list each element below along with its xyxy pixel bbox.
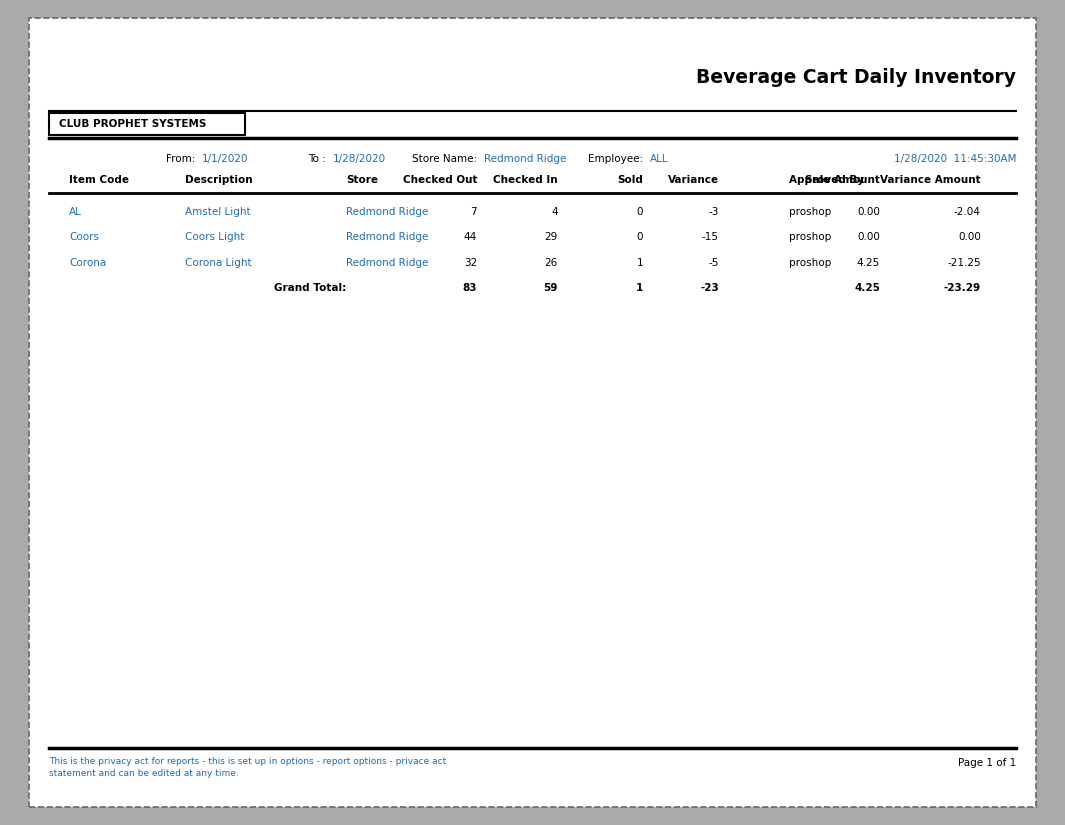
Text: 0: 0 bbox=[637, 233, 643, 243]
Text: 0.00: 0.00 bbox=[857, 207, 880, 217]
Text: ALL: ALL bbox=[651, 153, 669, 163]
Text: Store Name:: Store Name: bbox=[412, 153, 477, 163]
Text: Page 1 of 1: Page 1 of 1 bbox=[957, 758, 1016, 768]
Text: 0: 0 bbox=[637, 207, 643, 217]
Text: Amstel Light: Amstel Light bbox=[185, 207, 250, 217]
Text: Sale Amount: Sale Amount bbox=[805, 175, 880, 185]
Text: 44: 44 bbox=[464, 233, 477, 243]
Text: Redmond Ridge: Redmond Ridge bbox=[346, 233, 428, 243]
Text: 4.25: 4.25 bbox=[857, 257, 880, 267]
Text: 83: 83 bbox=[462, 283, 477, 293]
Text: 1/28/2020  11:45:30AM: 1/28/2020 11:45:30AM bbox=[894, 153, 1016, 163]
Text: Redmond Ridge: Redmond Ridge bbox=[346, 207, 428, 217]
Text: 32: 32 bbox=[464, 257, 477, 267]
Text: Variance: Variance bbox=[668, 175, 719, 185]
Text: -2.04: -2.04 bbox=[954, 207, 981, 217]
Text: 4: 4 bbox=[551, 207, 558, 217]
Text: -5: -5 bbox=[708, 257, 719, 267]
Text: -21.25: -21.25 bbox=[947, 257, 981, 267]
Text: To :: To : bbox=[308, 153, 326, 163]
Text: 0.00: 0.00 bbox=[857, 233, 880, 243]
Text: Sold: Sold bbox=[618, 175, 643, 185]
Text: Redmond Ridge: Redmond Ridge bbox=[346, 257, 428, 267]
Text: Description: Description bbox=[185, 175, 252, 185]
Text: 59: 59 bbox=[543, 283, 558, 293]
Text: Checked In: Checked In bbox=[493, 175, 558, 185]
Text: 1: 1 bbox=[636, 283, 643, 293]
FancyBboxPatch shape bbox=[29, 18, 1036, 807]
Text: From:: From: bbox=[166, 153, 195, 163]
Text: statement and can be edited at any time.: statement and can be edited at any time. bbox=[49, 769, 239, 778]
Text: Grand Total:: Grand Total: bbox=[274, 283, 346, 293]
Text: -15: -15 bbox=[702, 233, 719, 243]
Text: Beverage Cart Daily Inventory: Beverage Cart Daily Inventory bbox=[697, 68, 1016, 87]
Text: -3: -3 bbox=[708, 207, 719, 217]
Text: Coors: Coors bbox=[69, 233, 99, 243]
Text: Corona: Corona bbox=[69, 257, 107, 267]
Text: Checked Out: Checked Out bbox=[403, 175, 477, 185]
Text: 1/28/2020: 1/28/2020 bbox=[333, 153, 387, 163]
Text: Store: Store bbox=[346, 175, 378, 185]
Text: Redmond Ridge: Redmond Ridge bbox=[485, 153, 567, 163]
Text: proshop: proshop bbox=[789, 207, 832, 217]
FancyBboxPatch shape bbox=[49, 113, 245, 134]
Text: Approved By: Approved By bbox=[789, 175, 865, 185]
Text: 1/1/2020: 1/1/2020 bbox=[202, 153, 248, 163]
Text: Variance Amount: Variance Amount bbox=[880, 175, 981, 185]
Text: This is the privacy act for reports - this is set up in options - report options: This is the privacy act for reports - th… bbox=[49, 757, 446, 766]
Text: Employee:: Employee: bbox=[588, 153, 643, 163]
Text: CLUB PROPHET SYSTEMS: CLUB PROPHET SYSTEMS bbox=[59, 119, 207, 129]
Text: 4.25: 4.25 bbox=[854, 283, 880, 293]
Text: Corona Light: Corona Light bbox=[185, 257, 251, 267]
Text: Item Code: Item Code bbox=[69, 175, 129, 185]
Text: proshop: proshop bbox=[789, 257, 832, 267]
Text: -23: -23 bbox=[700, 283, 719, 293]
Text: 1: 1 bbox=[637, 257, 643, 267]
Text: proshop: proshop bbox=[789, 233, 832, 243]
Text: Coors Light: Coors Light bbox=[185, 233, 244, 243]
Text: 26: 26 bbox=[544, 257, 558, 267]
Text: 0.00: 0.00 bbox=[957, 233, 981, 243]
Text: 7: 7 bbox=[471, 207, 477, 217]
Text: -23.29: -23.29 bbox=[944, 283, 981, 293]
Text: AL: AL bbox=[69, 207, 82, 217]
Text: 29: 29 bbox=[544, 233, 558, 243]
